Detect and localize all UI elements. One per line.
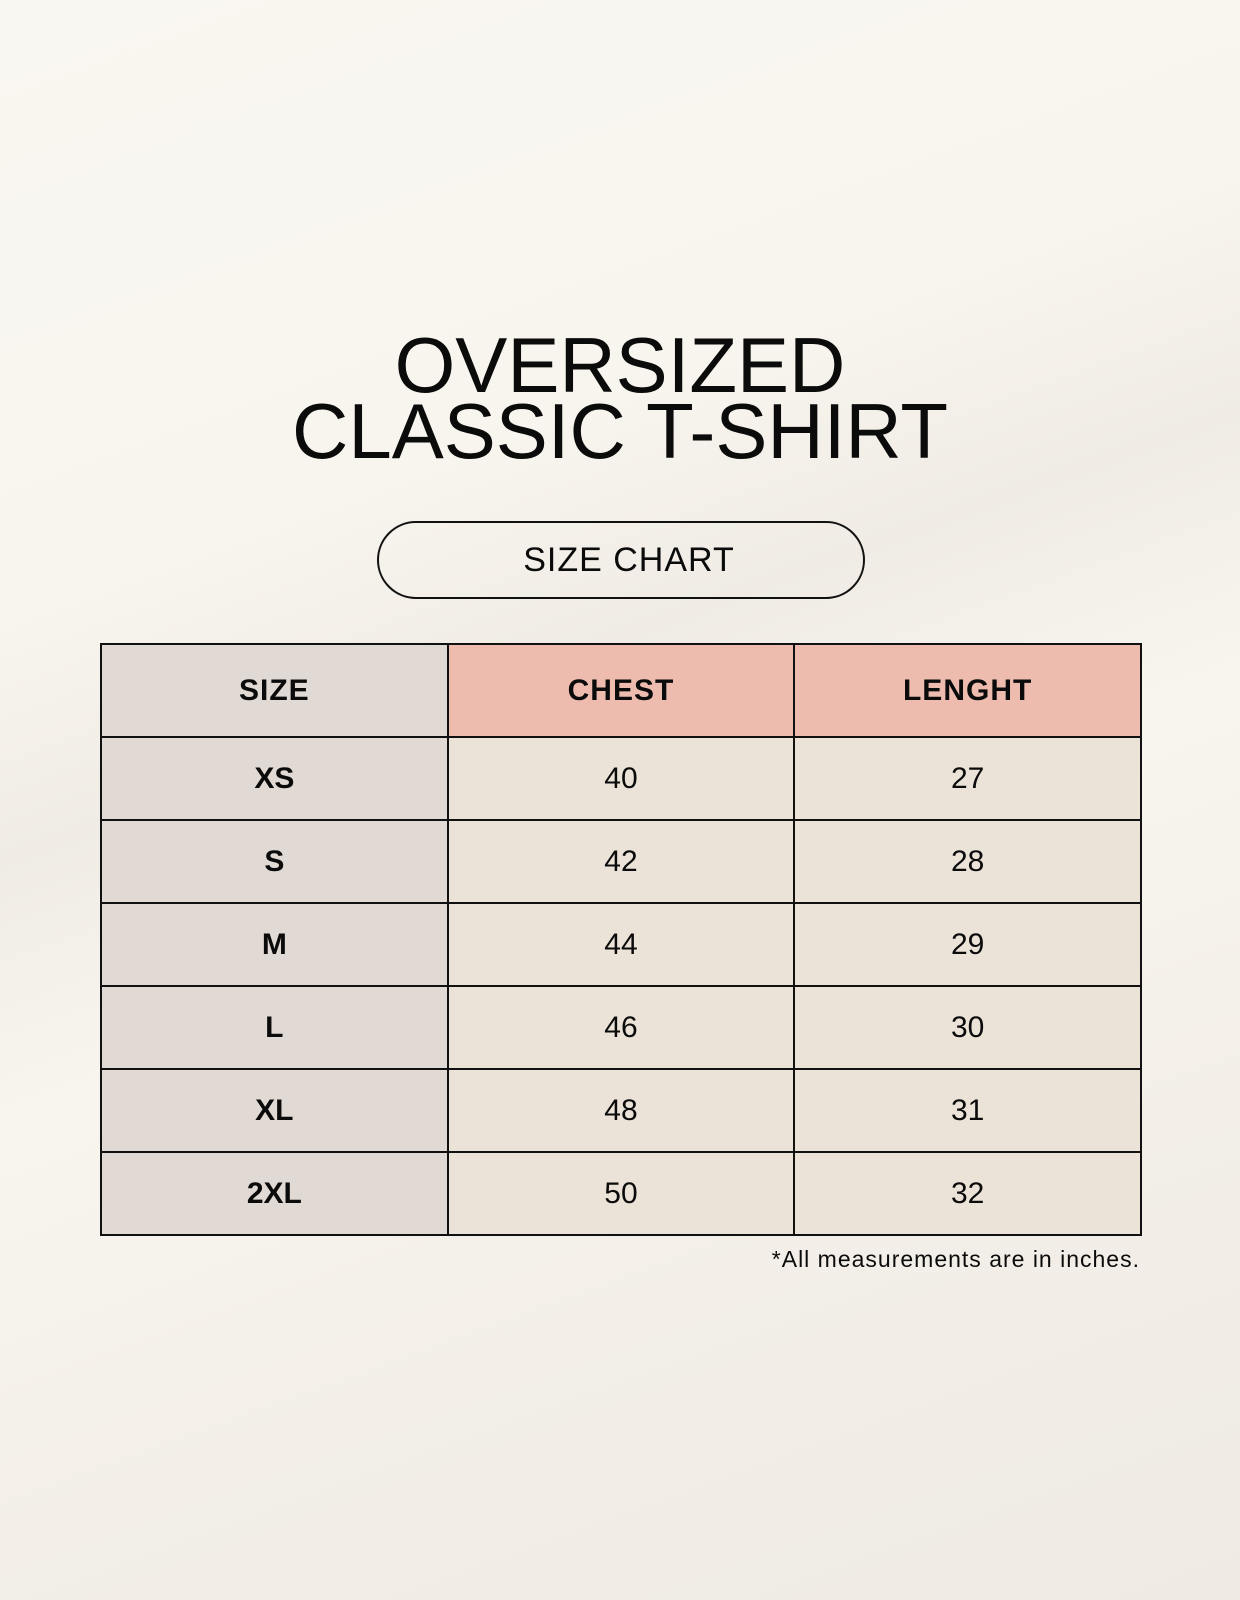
cell-chest: 50 <box>446 1151 796 1236</box>
size-chart-badge: SIZE CHART <box>377 521 865 599</box>
cell-length: 30 <box>793 985 1142 1070</box>
page-title: OVERSIZED CLASSIC T-SHIRT <box>0 321 1240 475</box>
measurement-note: *All measurements are in inches. <box>771 1246 1140 1272</box>
cell-length: 32 <box>793 1151 1142 1236</box>
cell-length: 28 <box>793 819 1142 904</box>
cell-length: 31 <box>793 1068 1142 1153</box>
table-row: L 46 30 <box>100 985 1142 1070</box>
size-table: SIZE CHEST LENGHT XS 40 27 S 42 28 M 44 29 L 46 30 X… <box>100 643 1142 1236</box>
header-chest: CHEST <box>446 643 796 738</box>
table-row: 2XL 50 32 <box>100 1151 1142 1236</box>
cell-size: S <box>100 819 449 904</box>
cell-chest: 48 <box>446 1068 796 1153</box>
title-line-1: OVERSIZED <box>394 321 846 409</box>
cell-chest: 40 <box>446 736 796 821</box>
title-line-2: CLASSIC T-SHIRT <box>292 387 948 475</box>
cell-size: XL <box>100 1068 449 1153</box>
header-size: SIZE <box>100 643 449 738</box>
table-row: M 44 29 <box>100 902 1142 987</box>
table-row: S 42 28 <box>100 819 1142 904</box>
cell-length: 27 <box>793 736 1142 821</box>
cell-size: M <box>100 902 449 987</box>
table-row: XS 40 27 <box>100 736 1142 821</box>
cell-size: L <box>100 985 449 1070</box>
cell-chest: 44 <box>446 902 796 987</box>
cell-size: 2XL <box>100 1151 449 1236</box>
header-row: SIZE CHEST LENGHT <box>100 643 1142 738</box>
cell-size: XS <box>100 736 449 821</box>
cell-chest: 46 <box>446 985 796 1070</box>
table-row: XL 48 31 <box>100 1068 1142 1153</box>
header-length: LENGHT <box>793 643 1142 738</box>
cell-chest: 42 <box>446 819 796 904</box>
cell-length: 29 <box>793 902 1142 987</box>
